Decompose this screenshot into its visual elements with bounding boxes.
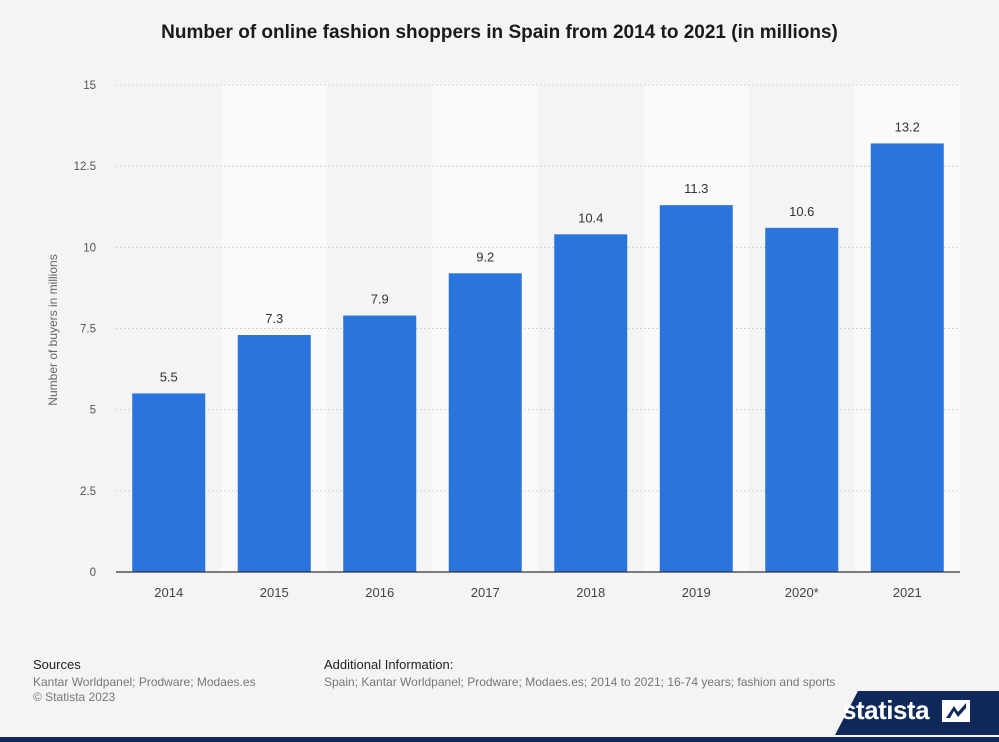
bar[interactable]	[132, 393, 206, 572]
y-tick-label: 7.5	[80, 324, 96, 336]
sources-title: Sources	[33, 657, 81, 672]
y-tick-label: 0	[90, 567, 96, 579]
y-tick-label: 12.5	[74, 161, 96, 173]
x-axis-ticks: 2014 2015 2016 2017 2018 2019 2020* 2021	[154, 585, 921, 600]
value-labels: 5.5 7.3 7.9 9.2 10.4 11.3 10.6 13.2	[160, 119, 920, 384]
bar[interactable]	[870, 143, 944, 572]
bar[interactable]	[659, 205, 733, 573]
brand-name[interactable]: statista	[842, 695, 930, 725]
text-fade	[830, 671, 870, 691]
value-label: 10.6	[789, 204, 814, 219]
value-label: 11.3	[684, 181, 708, 196]
y-axis-label: Number of buyers in millions	[46, 254, 60, 406]
y-axis-ticks: 0 2.5 5 7.5 10 12.5 15	[74, 80, 96, 579]
value-label: 13.2	[895, 119, 920, 134]
value-label: 7.3	[265, 311, 283, 326]
x-tick-label: 2015	[260, 585, 289, 600]
value-label: 7.9	[371, 292, 389, 307]
bar[interactable]	[448, 273, 522, 572]
x-tick-label: 2020*	[785, 585, 819, 600]
bar[interactable]	[343, 315, 417, 572]
value-label: 10.4	[578, 210, 603, 225]
y-tick-label: 5	[90, 405, 96, 417]
x-tick-label: 2016	[365, 585, 394, 600]
sources-text[interactable]: Kantar Worldpanel; Prodware; Modaes.es	[33, 675, 256, 689]
value-label: 5.5	[160, 369, 178, 384]
y-tick-label: 10	[83, 242, 96, 254]
footer: Sources Kantar Worldpanel; Prodware; Mod…	[0, 655, 999, 742]
bar[interactable]	[765, 227, 839, 572]
x-tick-label: 2018	[576, 585, 605, 600]
value-label: 9.2	[476, 249, 494, 264]
x-tick-label: 2017	[471, 585, 500, 600]
additional-info-text: Spain; Kantar Worldpanel; Prodware; Moda…	[324, 675, 836, 689]
x-tick-label: 2014	[154, 585, 183, 600]
statista-logo-icon	[942, 700, 970, 722]
bar-chart: 0 2.5 5 7.5 10 12.5 15 5.5 7.3 7.9 9.2 10.4 11.3 10.…	[74, 80, 960, 600]
bars	[132, 143, 944, 573]
additional-info-title: Additional Information:	[324, 657, 454, 672]
bottom-bar	[0, 737, 999, 742]
bar[interactable]	[554, 234, 628, 572]
y-tick-label: 15	[83, 80, 96, 92]
x-tick-label: 2021	[893, 585, 922, 600]
bar[interactable]	[237, 334, 311, 572]
y-tick-label: 2.5	[80, 486, 96, 498]
x-tick-label: 2019	[682, 585, 711, 600]
brand-badge[interactable]	[835, 691, 999, 735]
copyright: © Statista 2023	[33, 690, 116, 704]
chart-title: Number of online fashion shoppers in Spa…	[161, 22, 838, 43]
